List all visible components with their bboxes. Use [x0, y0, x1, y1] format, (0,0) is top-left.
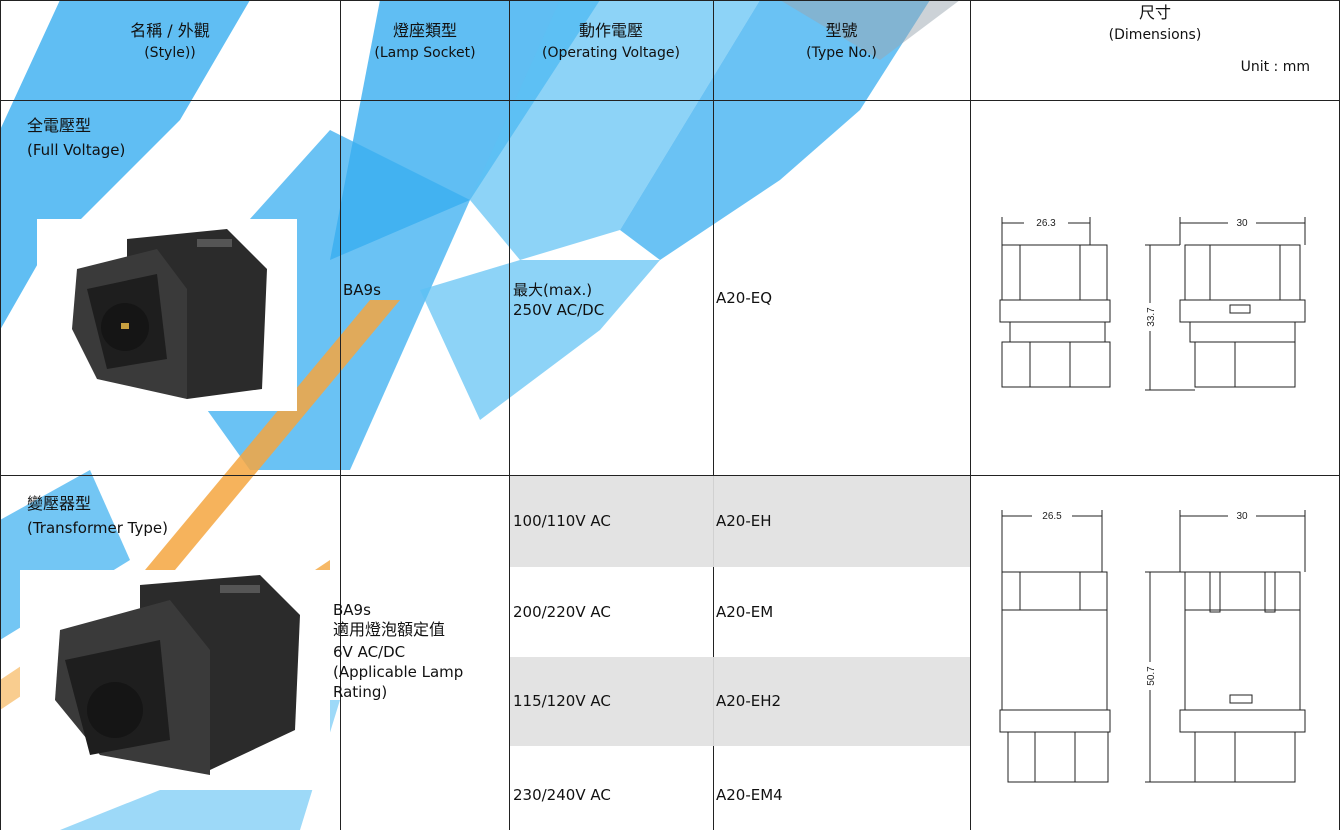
- row-shade: [510, 657, 970, 746]
- header-cell: 動作電壓 (Operating Voltage): [509, 20, 713, 64]
- border: [0, 475, 1340, 476]
- header-title: 尺寸: [1138, 3, 1171, 22]
- border: [340, 0, 341, 830]
- dimension-label: 26.5: [1042, 511, 1062, 522]
- product-image: [20, 570, 330, 790]
- border: [0, 100, 1340, 101]
- border: [970, 0, 971, 830]
- header-subtitle: (Operating Voltage): [542, 45, 680, 61]
- style-name-en: (Transformer Type): [27, 519, 168, 537]
- socket: BA9s: [343, 281, 381, 299]
- dimension-drawing: 26.3 30 33.7: [999, 217, 1306, 391]
- dimension-drawing: 26.5 30 50.7: [999, 510, 1306, 783]
- voltage: 100/110V AC: [513, 512, 611, 530]
- header-subtitle: (Dimensions): [1108, 27, 1202, 43]
- row-shade: [510, 476, 970, 567]
- dimension-label: 33.7: [1146, 307, 1157, 327]
- dimension-label: 26.3: [1036, 218, 1056, 229]
- voltage: 200/220V AC: [513, 603, 611, 621]
- header-subtitle: (Style)): [144, 45, 196, 61]
- voltage: 230/240V AC: [513, 786, 611, 804]
- header-subtitle: (Lamp Socket): [374, 45, 476, 61]
- socket: (Applicable Lamp: [333, 663, 464, 681]
- type-no: A20-EM: [716, 603, 774, 621]
- dimension-label: 30: [1236, 218, 1248, 229]
- socket: 6V AC/DC: [333, 643, 406, 661]
- type-no: A20-EH: [716, 512, 772, 530]
- type-no: A20-EQ: [716, 289, 773, 307]
- type-no: A20-EH2: [716, 692, 782, 710]
- voltage: 最大(max.): [513, 281, 593, 299]
- style-name-en: (Full Voltage): [27, 141, 126, 159]
- header-cell: 燈座類型 (Lamp Socket): [340, 20, 510, 64]
- header-title: 型號: [825, 21, 858, 40]
- voltage: 115/120V AC: [513, 692, 611, 710]
- socket: BA9s: [333, 601, 371, 619]
- border: [713, 0, 714, 830]
- header-cell: 型號 (Type No.): [713, 20, 970, 64]
- style-name: 全電壓型: [27, 116, 92, 135]
- socket: Rating): [333, 683, 388, 701]
- voltage: 250V AC/DC: [513, 301, 605, 319]
- border: [0, 0, 1, 830]
- header-unit: Unit : mm: [1240, 59, 1310, 75]
- header-title: 名稱 / 外觀: [130, 21, 210, 40]
- border: [509, 0, 510, 830]
- type-no: A20-EM4: [716, 786, 783, 804]
- style-name: 變壓器型: [27, 494, 92, 513]
- socket: 適用燈泡額定值: [333, 620, 446, 639]
- header-cell: 名稱 / 外觀 (Style)): [0, 20, 340, 64]
- header-subtitle: (Type No.): [806, 45, 877, 61]
- product-image: [37, 219, 297, 411]
- header-title: 動作電壓: [578, 21, 643, 40]
- border: [0, 0, 1340, 1]
- dimension-label: 50.7: [1146, 666, 1157, 686]
- header-cell: 尺寸 (Dimensions) Unit : mm: [970, 2, 1340, 78]
- dimension-label: 30: [1236, 511, 1248, 522]
- header-title: 燈座類型: [392, 21, 457, 40]
